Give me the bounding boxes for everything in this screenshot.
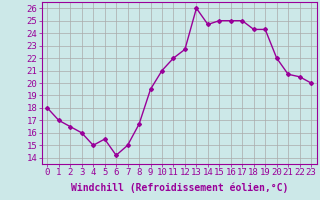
X-axis label: Windchill (Refroidissement éolien,°C): Windchill (Refroidissement éolien,°C) bbox=[70, 183, 288, 193]
